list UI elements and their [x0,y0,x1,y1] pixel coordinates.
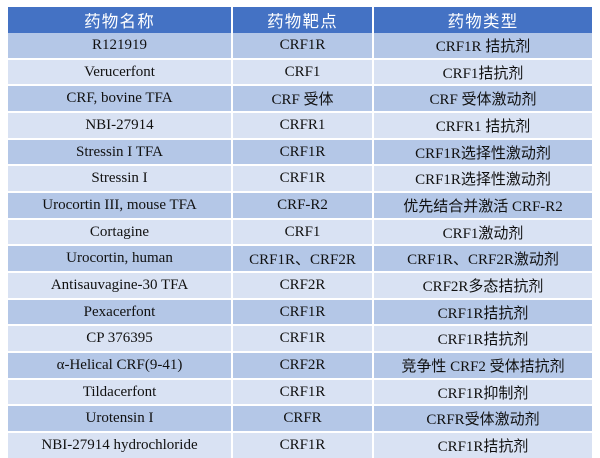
cell-drug-name: Urocortin, human [8,245,233,274]
cell-drug-type: CRFR1 拮抗剂 [373,112,592,140]
cell-drug-name: Stressin I [8,165,233,194]
cell-drug-type: CRF1拮抗剂 [373,58,592,87]
cell-drug-type: CRF1R 拮抗剂 [373,33,592,60]
cell-drug-target: CRF1R [232,165,374,194]
table-body: R121919 CRF1R CRF1R 拮抗剂 Verucerfont CRF1 CRF1… [8,33,592,458]
cell-drug-target: CRF1R [232,378,374,407]
cell-drug-target: CRF1R [232,138,374,167]
cell-drug-target: CRF2R [232,352,374,380]
cell-drug-name: Urocortin III, mouse TFA [8,192,233,220]
table-row: Urotensin I CRFR CRFR受体激动剂 [8,405,592,434]
cell-drug-name: NBI-27914 [8,112,233,140]
table-row: CRF, bovine TFA CRF 受体 CRF 受体激动剂 [8,85,592,114]
table-row: Cortagine CRF1 CRF1激动剂 [8,218,592,247]
table-row: Verucerfont CRF1 CRF1拮抗剂 [8,58,592,87]
cell-drug-target: CRF2R [232,272,374,300]
table-row: Antisauvagine-30 TFA CRF2R CRF2R多态拮抗剂 [8,272,592,300]
table-row: Tildacerfont CRF1R CRF1R抑制剂 [8,378,592,407]
table-row: R121919 CRF1R CRF1R 拮抗剂 [8,33,592,60]
cell-drug-type: 优先结合并激活 CRF-R2 [373,192,592,220]
drug-table-container: 药物名称 药物靶点 药物类型 R121919 CRF1R CRF1R 拮抗剂 Veru… [8,7,592,458]
cell-drug-target: CRF-R2 [232,192,374,220]
table-row: Urocortin, human CRF1R、CRF2R CRF1R、CRF2R激动… [8,245,592,274]
cell-drug-type: CRF1R、CRF2R激动剂 [373,245,592,274]
column-header-drug-name: 药物名称 [8,7,233,33]
cell-drug-name: R121919 [8,33,233,60]
cell-drug-target: CRFR [232,405,374,434]
table-row: NBI-27914 CRFR1 CRFR1 拮抗剂 [8,112,592,140]
cell-drug-type: CRF1R选择性激动剂 [373,138,592,167]
cell-drug-type: CRF1R抑制剂 [373,378,592,407]
cell-drug-type: CRF2R多态拮抗剂 [373,272,592,300]
cell-drug-target: CRF1R [232,33,374,60]
cell-drug-type: CRF1R选择性激动剂 [373,165,592,194]
header-row: 药物名称 药物靶点 药物类型 [8,7,592,33]
table-row: Urocortin III, mouse TFA CRF-R2 优先结合并激活 CR… [8,192,592,220]
cell-drug-type: 竞争性 CRF2 受体拮抗剂 [373,352,592,380]
column-header-drug-type: 药物类型 [373,7,592,33]
cell-drug-target: CRF1 [232,218,374,247]
cell-drug-name: CP 376395 [8,325,233,354]
cell-drug-type: CRF1R拮抗剂 [373,325,592,354]
table-header: 药物名称 药物靶点 药物类型 [8,7,592,33]
cell-drug-name: Cortagine [8,218,233,247]
cell-drug-type: CRF1激动剂 [373,218,592,247]
cell-drug-name: CRF, bovine TFA [8,85,233,114]
cell-drug-target: CRF1R [232,325,374,354]
cell-drug-type: CRF1R拮抗剂 [373,298,592,327]
table-row: Stressin I TFA CRF1R CRF1R选择性激动剂 [8,138,592,167]
cell-drug-name: Antisauvagine-30 TFA [8,272,233,300]
cell-drug-target: CRF1R [232,298,374,327]
cell-drug-target: CRFR1 [232,112,374,140]
cell-drug-target: CRF1R、CRF2R [232,245,374,274]
cell-drug-name: Tildacerfont [8,378,233,407]
table-row: α-Helical CRF(9-41) CRF2R 竞争性 CRF2 受体拮抗剂 [8,352,592,380]
table-row: CP 376395 CRF1R CRF1R拮抗剂 [8,325,592,354]
table-row: Stressin I CRF1R CRF1R选择性激动剂 [8,165,592,194]
cell-drug-name: Urotensin I [8,405,233,434]
cell-drug-name: Stressin I TFA [8,138,233,167]
cell-drug-name: Pexacerfont [8,298,233,327]
table-row: Pexacerfont CRF1R CRF1R拮抗剂 [8,298,592,327]
column-header-drug-target: 药物靶点 [232,7,374,33]
cell-drug-target: CRF1 [232,58,374,87]
cell-drug-type: CRF 受体激动剂 [373,85,592,114]
drug-table: 药物名称 药物靶点 药物类型 R121919 CRF1R CRF1R 拮抗剂 Veru… [8,7,592,458]
cell-drug-name: α-Helical CRF(9-41) [8,352,233,380]
cell-drug-type: CRFR受体激动剂 [373,405,592,434]
cell-drug-name: Verucerfont [8,58,233,87]
cell-drug-target: CRF 受体 [232,85,374,114]
